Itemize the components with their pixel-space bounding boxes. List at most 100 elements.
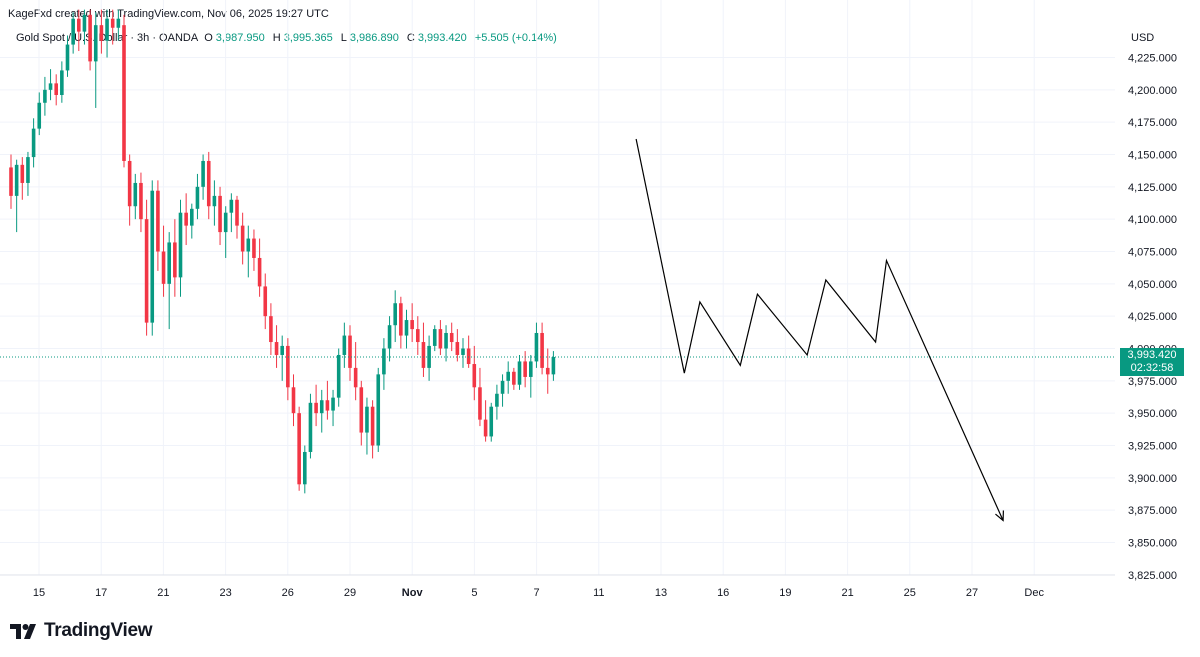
candle-up [195,173,200,220]
candle-body [48,83,53,90]
candle-down [88,9,92,71]
candle-body [534,332,539,362]
candle-body [359,387,364,433]
candle-body [99,25,104,41]
candle-down [263,273,268,330]
candle-down [184,193,188,246]
candle-down [291,374,296,427]
candle-up [365,397,369,455]
candle-body [286,345,290,388]
candle-body [483,419,488,437]
y-tick-label: 3,875.000 [1128,505,1177,517]
y-tick-label: 4,025.000 [1128,311,1177,323]
candle-up [60,61,64,103]
y-axis[interactable]: 4,225.000 4,200.000 4,175.000 4,150.000 4,12… [1128,53,1177,582]
candle-down [438,320,443,355]
x-tick-label: 21 [841,587,853,599]
candle-down [144,199,149,336]
candle-body [156,190,160,252]
candle-up [404,309,409,349]
close-label: C [406,32,415,44]
candle-body [110,18,115,28]
y-tick-label: 3,950.000 [1128,408,1177,420]
candle-body [438,329,443,349]
candle-body [280,345,284,355]
candle-up [432,325,437,352]
candle-down [353,342,358,401]
candle-up [331,389,335,427]
candle-down [127,154,132,226]
candle-body [387,325,392,349]
candle-up [280,335,284,381]
candle-down [297,406,301,491]
candle-body [540,332,544,368]
candle-body [506,371,510,381]
candle-down [399,296,403,349]
candle-up [551,351,556,381]
candle-body [93,25,98,62]
candle-down [206,151,211,220]
candle-up [116,9,121,41]
candle-down [122,14,126,168]
bar-countdown: 02:32:58 [1130,362,1174,374]
candle-body [252,238,256,258]
candle-down [161,225,166,297]
candle-body [365,406,369,433]
candle-down [173,219,177,297]
candle-down [314,384,318,427]
candle-up [133,173,138,220]
candle-up [82,9,87,45]
candle-body [116,18,121,28]
tradingview-logo[interactable]: TradingView [10,620,153,642]
y-tick-label: 4,100.000 [1128,214,1177,226]
candle-up [336,348,341,407]
candle-body [410,320,414,330]
candle-body [144,219,149,323]
candle-down [286,338,290,401]
open-label: O [204,32,213,44]
candle-down [218,186,222,246]
candle-up [71,12,75,54]
candle-up [387,316,392,362]
last-price-value: 3,993.420 [1127,349,1177,361]
candle-body [190,208,194,226]
currency-label[interactable]: USD [1131,32,1155,44]
candle-down [421,322,426,377]
candle-body [201,160,205,187]
candle-down [483,400,488,442]
x-tick-label: 21 [157,587,169,599]
candle-up [534,322,539,368]
candle-up [31,118,36,168]
y-tick-label: 3,925.000 [1128,441,1177,453]
candle-body [325,400,330,411]
projection-drawing[interactable] [635,138,1004,522]
candle-body [223,212,228,233]
projection-arrowhead [995,510,1004,522]
candle-body [212,195,217,207]
low-label: L [340,32,347,44]
candle-body [512,371,516,385]
candle-body [60,70,64,96]
candle-down [359,380,364,446]
x-tick-label: 26 [282,587,294,599]
x-axis[interactable]: 15 17 21 23 26 29 Nov 5 7 11 13 16 19 21 25 27 Dec [33,587,1045,599]
x-tick-label: 19 [779,587,791,599]
candle-body [342,335,347,355]
candle-up [342,322,347,368]
candle-up [489,402,494,442]
candle-body [77,18,81,32]
candle-body [173,242,177,278]
candle-up [223,206,228,258]
y-tick-label: 4,125.000 [1128,182,1177,194]
candle-down [472,345,477,401]
candle-up [246,225,251,278]
candle-up [229,193,234,233]
candle-body [297,413,301,485]
candle-up [43,76,47,116]
candle-down [9,154,13,209]
candle-down [99,9,104,54]
candle-down [252,229,256,271]
candle-down [110,9,115,45]
candle-body [82,14,87,32]
